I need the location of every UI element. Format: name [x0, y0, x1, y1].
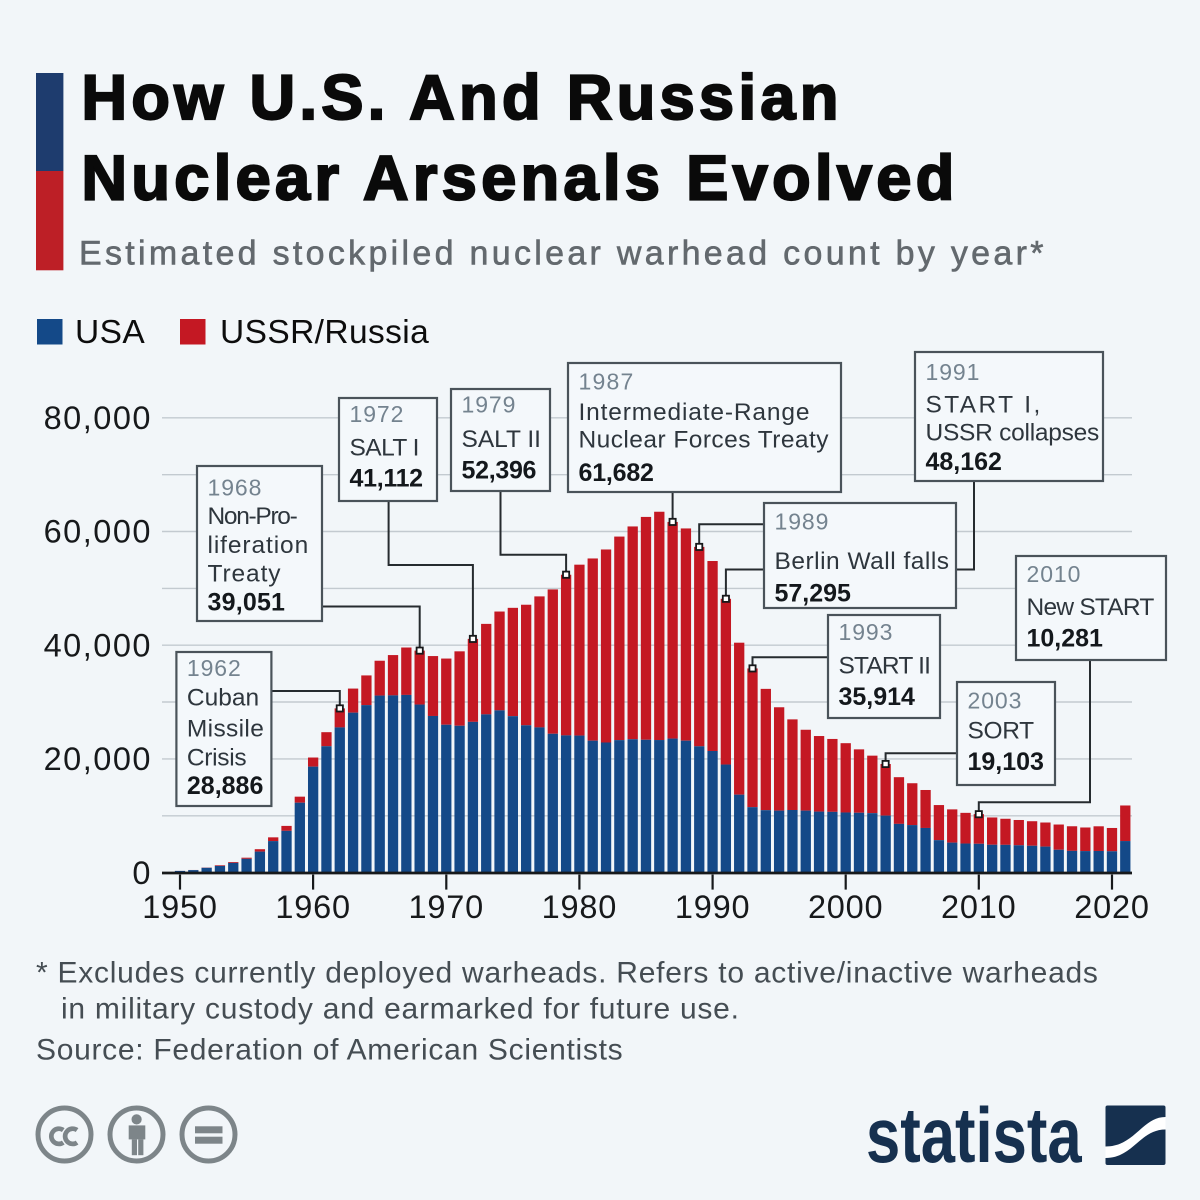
svg-text:1991: 1991: [926, 359, 981, 385]
svg-text:How U.S. And Russian: How U.S. And Russian: [82, 63, 843, 133]
svg-text:START II: START II: [839, 652, 931, 679]
svg-text:USSR/Russia: USSR/Russia: [220, 314, 429, 351]
svg-text:in military custody and earmar: in military custody and earmarked for fu…: [61, 992, 740, 1025]
svg-text:28,886: 28,886: [187, 772, 263, 800]
svg-text:80,000: 80,000: [44, 400, 152, 436]
svg-text:New START: New START: [1027, 594, 1155, 621]
svg-text:2020: 2020: [1074, 889, 1150, 925]
svg-text:1970: 1970: [409, 889, 485, 925]
svg-text:Treaty: Treaty: [208, 561, 282, 588]
svg-text:Non-Pro-: Non-Pro-: [208, 503, 298, 530]
svg-text:Source: Federation of American: Source: Federation of American Scientist…: [36, 1033, 623, 1066]
svg-text:USSR collapses: USSR collapses: [926, 420, 1100, 447]
svg-text:48,162: 48,162: [926, 448, 1002, 476]
svg-text:Intermediate-Range: Intermediate-Range: [579, 399, 811, 426]
svg-text:liferation: liferation: [208, 532, 310, 559]
svg-text:10,281: 10,281: [1027, 625, 1104, 653]
svg-text:1990: 1990: [675, 889, 751, 925]
svg-text:35,914: 35,914: [839, 683, 916, 711]
svg-text:SALT II: SALT II: [462, 426, 541, 453]
svg-text:1972: 1972: [350, 401, 405, 427]
svg-text:SALT I: SALT I: [350, 435, 419, 462]
svg-text:1989: 1989: [775, 508, 830, 534]
svg-text:* Excludes currently deployed: * Excludes currently deployed warheads. …: [36, 957, 1099, 990]
svg-text:41,112: 41,112: [350, 464, 423, 492]
svg-text:40,000: 40,000: [44, 627, 152, 663]
svg-text:Nuclear Forces Treaty: Nuclear Forces Treaty: [579, 427, 830, 454]
svg-text:Crisis: Crisis: [187, 745, 246, 772]
svg-text:60,000: 60,000: [44, 514, 152, 550]
svg-text:USA: USA: [75, 314, 145, 351]
svg-text:52,396: 52,396: [462, 457, 537, 485]
svg-text:SORT: SORT: [968, 717, 1035, 744]
svg-text:1960: 1960: [275, 889, 351, 925]
svg-text:1987: 1987: [579, 369, 635, 395]
svg-text:1968: 1968: [208, 474, 263, 500]
svg-text:1950: 1950: [142, 889, 218, 925]
svg-text:statista: statista: [866, 1091, 1082, 1179]
svg-text:19,103: 19,103: [968, 748, 1044, 776]
svg-text:61,682: 61,682: [579, 459, 654, 487]
svg-text:Missile: Missile: [187, 715, 264, 742]
svg-text:Cuban: Cuban: [187, 685, 259, 712]
svg-text:1962: 1962: [187, 655, 242, 681]
svg-text:Berlin Wall falls: Berlin Wall falls: [775, 548, 950, 575]
svg-text:20,000: 20,000: [44, 741, 152, 777]
svg-text:START I,: START I,: [926, 392, 1043, 419]
svg-text:0: 0: [132, 855, 152, 891]
svg-text:2010: 2010: [1027, 561, 1082, 587]
svg-text:1980: 1980: [542, 889, 618, 925]
svg-text:1979: 1979: [462, 391, 517, 417]
svg-text:2003: 2003: [968, 687, 1023, 713]
svg-text:Estimated stockpiled nuclear w: Estimated stockpiled nuclear warhead cou…: [79, 234, 1047, 272]
svg-text:2010: 2010: [941, 889, 1017, 925]
svg-text:57,295: 57,295: [775, 580, 852, 608]
svg-text:Nuclear Arsenals Evolved: Nuclear Arsenals Evolved: [82, 144, 959, 214]
svg-text:2000: 2000: [808, 889, 884, 925]
svg-text:39,051: 39,051: [208, 589, 286, 617]
svg-text:1993: 1993: [839, 619, 894, 645]
